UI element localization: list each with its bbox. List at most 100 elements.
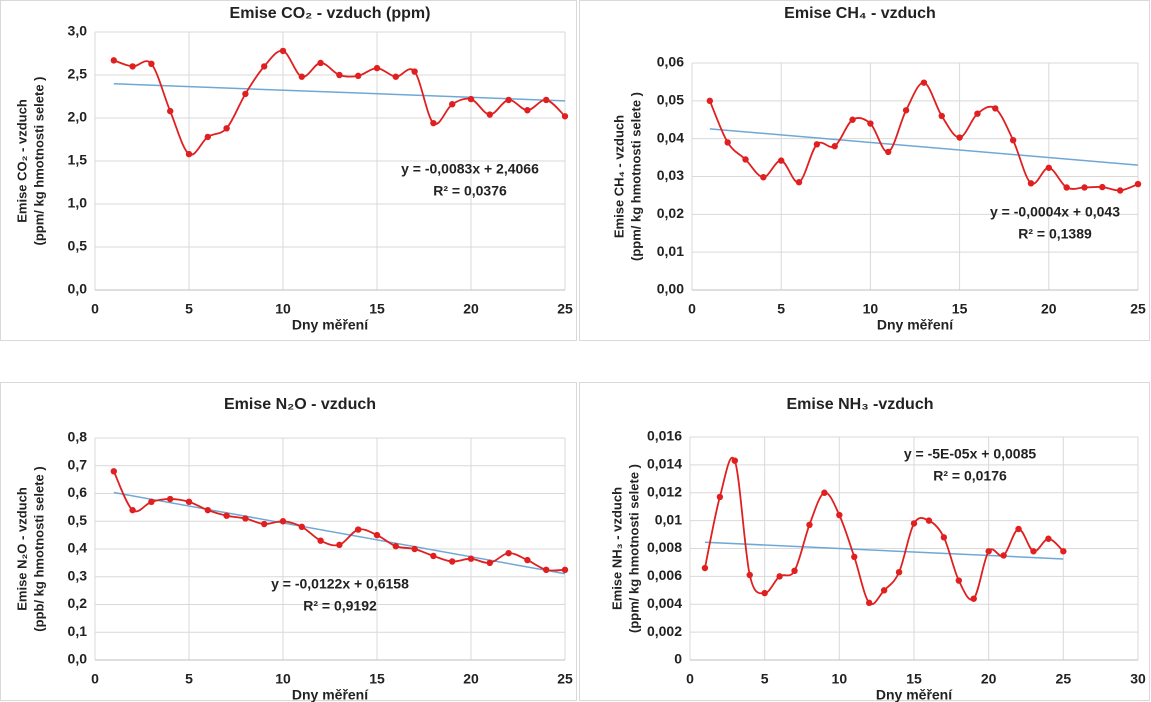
data-point bbox=[392, 543, 399, 550]
data-point bbox=[910, 520, 918, 527]
y-tick-label: 0,7 bbox=[68, 456, 88, 472]
y-tick-label: 0,05 bbox=[657, 92, 684, 108]
data-point bbox=[242, 90, 249, 98]
data-point bbox=[317, 537, 324, 544]
chart-title: Emise NH₃ -vzduch bbox=[787, 396, 934, 413]
data-point bbox=[867, 120, 874, 127]
data-point bbox=[895, 568, 903, 576]
y-tick-label: 0,1 bbox=[68, 623, 88, 639]
data-point bbox=[298, 523, 305, 530]
data-point bbox=[185, 498, 193, 506]
data-point bbox=[1099, 183, 1106, 191]
data-point bbox=[724, 139, 731, 146]
y-tick-label: 0,002 bbox=[647, 623, 682, 639]
data-point bbox=[821, 489, 828, 496]
x-tick-label: 10 bbox=[863, 301, 879, 317]
data-point bbox=[505, 549, 512, 557]
trend-equation: y = -0,0122x + 0,6158 bbox=[271, 576, 409, 592]
x-tick-label: 0 bbox=[91, 301, 99, 317]
data-point bbox=[761, 589, 768, 597]
data-point bbox=[849, 116, 856, 123]
data-point bbox=[1000, 552, 1007, 559]
data-point bbox=[1134, 180, 1142, 188]
data-point bbox=[706, 97, 714, 105]
x-tick-label: 5 bbox=[185, 301, 193, 317]
data-point bbox=[204, 133, 211, 141]
y-tick-label: 0,06 bbox=[657, 54, 684, 70]
x-tick-label: 20 bbox=[981, 671, 997, 687]
data-point bbox=[851, 553, 858, 561]
y-tick-label: 0,0 bbox=[68, 281, 88, 297]
panel bbox=[0, 382, 577, 701]
x-axis-label: Dny měření bbox=[292, 687, 369, 702]
data-point bbox=[279, 47, 287, 55]
y-tick-label: 0,016 bbox=[647, 428, 682, 444]
data-point bbox=[1060, 548, 1067, 555]
data-point bbox=[129, 506, 136, 514]
data-point bbox=[110, 57, 118, 64]
data-point bbox=[467, 95, 475, 103]
trend-equation: y = -0,0004x + 0,043 bbox=[990, 204, 1120, 220]
x-tick-label: 0 bbox=[91, 671, 99, 687]
y-tick-label: 0,3 bbox=[68, 567, 88, 583]
data-point bbox=[1015, 525, 1022, 533]
y-axis-label: Emise NH₃ - vzduch bbox=[609, 487, 624, 610]
data-point bbox=[925, 517, 933, 524]
x-tick-label: 10 bbox=[832, 671, 848, 687]
data-point bbox=[836, 511, 843, 519]
data-point bbox=[430, 552, 437, 560]
data-point bbox=[561, 113, 569, 120]
x-tick-label: 20 bbox=[463, 301, 479, 317]
data-point bbox=[760, 174, 767, 181]
trend-equation: R² = 0,1389 bbox=[1018, 226, 1092, 242]
data-point bbox=[543, 566, 550, 574]
x-tick-label: 0 bbox=[686, 671, 694, 687]
x-tick-label: 15 bbox=[369, 671, 385, 687]
y-tick-label: 0,03 bbox=[657, 167, 684, 183]
y-axis-label: (ppm/ kg hmotnosti selete ) bbox=[31, 76, 46, 245]
y-tick-label: 0,6 bbox=[68, 484, 88, 500]
y-tick-label: 0,02 bbox=[657, 205, 684, 221]
data-point bbox=[985, 548, 992, 555]
data-point bbox=[970, 595, 977, 602]
y-tick-label: 0,008 bbox=[647, 539, 682, 555]
data-point bbox=[279, 518, 287, 525]
y-axis-label: (ppb/ kg hmotnosti selete ) bbox=[31, 466, 46, 631]
data-point bbox=[1045, 164, 1053, 171]
data-point bbox=[317, 59, 324, 67]
data-point bbox=[1063, 184, 1070, 191]
y-axis-label: (ppm/ kg hmotnosti selete ) bbox=[628, 92, 643, 261]
data-point bbox=[561, 566, 569, 574]
data-point bbox=[373, 64, 381, 72]
panel bbox=[579, 0, 1150, 341]
data-point bbox=[261, 63, 268, 70]
x-tick-label: 25 bbox=[557, 301, 573, 317]
data-point bbox=[1045, 535, 1052, 542]
data-point bbox=[831, 143, 838, 150]
trend-equation: R² = 0,0176 bbox=[933, 468, 1007, 484]
trend-equation: y = -0,0083x + 2,4066 bbox=[401, 161, 539, 177]
y-tick-label: 0,004 bbox=[647, 595, 682, 611]
data-point bbox=[920, 79, 928, 86]
data-point bbox=[1030, 548, 1037, 555]
data-point bbox=[185, 150, 193, 158]
data-point bbox=[1116, 187, 1124, 194]
y-axis-label: Emise CO₂ - vzduch bbox=[14, 99, 29, 223]
x-tick-label: 20 bbox=[1041, 301, 1057, 317]
data-point bbox=[242, 515, 249, 522]
data-point bbox=[778, 157, 785, 164]
data-point bbox=[1009, 136, 1017, 144]
data-point bbox=[902, 107, 910, 114]
data-point bbox=[148, 60, 155, 68]
x-tick-label: 20 bbox=[463, 671, 479, 687]
data-point bbox=[355, 526, 362, 533]
data-point bbox=[746, 571, 753, 579]
y-tick-label: 0,5 bbox=[68, 238, 88, 254]
y-tick-label: 2,5 bbox=[68, 66, 88, 82]
data-point bbox=[373, 531, 381, 539]
data-point bbox=[791, 567, 798, 574]
data-point bbox=[261, 520, 268, 528]
y-tick-label: 0,00 bbox=[657, 281, 684, 297]
y-tick-label: 2,0 bbox=[68, 109, 88, 125]
